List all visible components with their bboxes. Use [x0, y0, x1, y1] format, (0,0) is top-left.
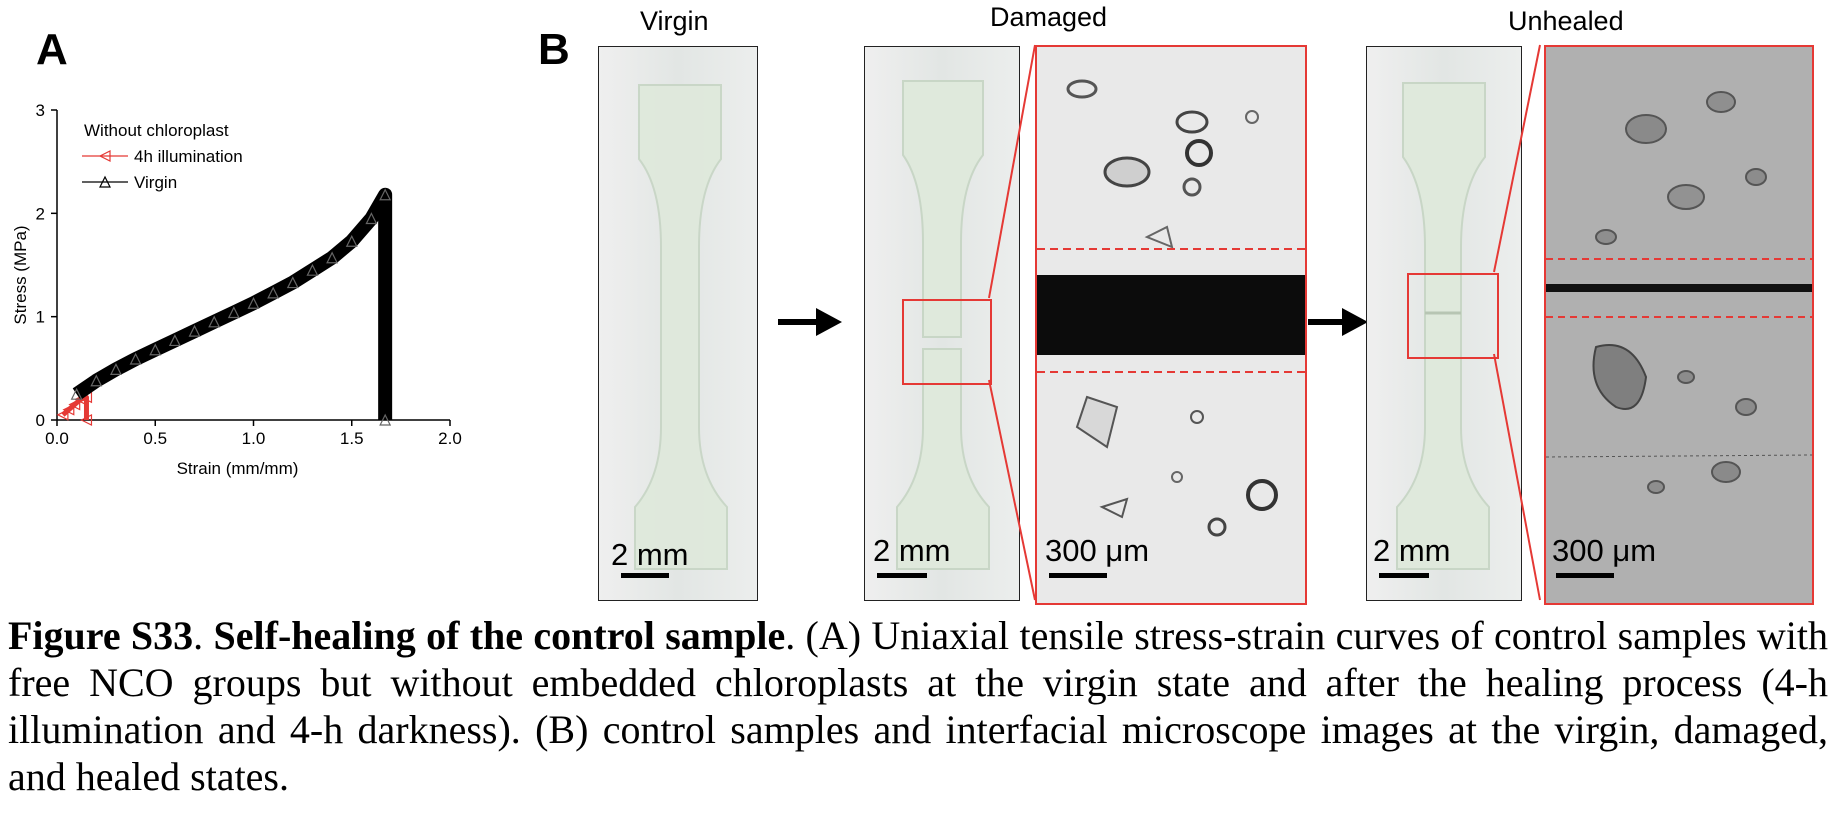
y-tick-label: 2: [36, 204, 45, 223]
data-point: [345, 234, 358, 247]
unhealed-zoom-box: [1407, 273, 1499, 359]
chart-marks: [56, 187, 393, 426]
data-point: [306, 263, 319, 276]
legend-marker: [98, 150, 111, 162]
damaged-zoom-lines: [988, 44, 1036, 601]
y-tick-label: 1: [36, 308, 45, 327]
damaged-micro-scale-label: 300 μm: [1045, 533, 1150, 568]
caption-label: Figure S33: [8, 613, 194, 658]
virgin-specimen-shape: [634, 84, 728, 570]
x-tick-label: 1.0: [242, 429, 266, 448]
x-axis-label: Strain (mm/mm): [177, 459, 299, 478]
caption-separator: .: [193, 613, 214, 658]
unhealed-specimen-shape: [1396, 82, 1490, 570]
unhealed-micrograph: 300 μm: [1544, 45, 1814, 605]
unhealed-scale-label: 2 mm: [1373, 533, 1451, 568]
data-point: [188, 324, 201, 337]
series-line-virgin: [72, 187, 393, 420]
legend-marker: [99, 175, 111, 188]
y-tick-label: 0: [36, 411, 45, 430]
data-point: [247, 296, 260, 309]
legend-label: Virgin: [134, 173, 177, 192]
virgin-scale-label: 2 mm: [611, 537, 689, 572]
arrow-virgin-to-damaged-icon: [778, 308, 842, 336]
virgin-specimen-photo: 2 mm: [598, 46, 758, 601]
data-point: [149, 343, 162, 356]
damaged-scale-label: 2 mm: [873, 533, 951, 568]
stress-strain-chart: 0.0 0.5 1.0 1.5 2.0 0 1 2 3 Strain (mm/mm) Stress …: [11, 101, 462, 478]
damaged-micro-scale-bar: [1049, 573, 1107, 578]
data-point: [267, 286, 280, 299]
data-point: [286, 276, 299, 289]
x-tick-label: 0.0: [45, 429, 69, 448]
title-damaged: Damaged: [990, 2, 1108, 32]
unhealed-zoom-lines: [1493, 44, 1541, 601]
arrow-damaged-to-unhealed-icon: [1308, 308, 1368, 336]
unhealed-specimen-photo: 2 mm: [1366, 46, 1522, 601]
data-point: [129, 352, 142, 365]
y-axis-label: Stress (MPa): [11, 225, 30, 324]
data-point: [56, 408, 69, 421]
data-point: [168, 334, 181, 347]
data-point: [70, 387, 83, 400]
x-tick-label: 2.0: [438, 429, 462, 448]
damaged-micrograph-image: [1037, 79, 1305, 537]
chart-axes: 0.0 0.5 1.0 1.5 2.0 0 1 2 3 Strain (mm/mm) Stress …: [11, 101, 462, 478]
unhealed-micro-scale-label: 300 μm: [1552, 533, 1657, 568]
caption-body: . (A) Uniaxial tensile stress-strain cur…: [8, 613, 1828, 799]
data-point: [365, 212, 378, 225]
data-point: [90, 374, 103, 387]
data-point: [326, 251, 339, 264]
damaged-scale-bar: [877, 573, 927, 578]
data-point: [109, 363, 122, 375]
legend-title: Without chloroplast: [84, 121, 229, 140]
caption-title: Self-healing of the control sample: [213, 613, 786, 658]
panel-a-label: A: [36, 25, 68, 74]
damaged-specimen-photo: 2 mm: [864, 46, 1020, 601]
data-point: [68, 398, 81, 411]
damaged-zoom-box: [902, 299, 992, 385]
damaged-specimen-shape: [896, 80, 990, 570]
x-tick-label: 1.5: [340, 429, 364, 448]
data-point: [379, 188, 392, 201]
data-point: [379, 413, 392, 426]
unhealed-micrograph-image: [1546, 47, 1812, 603]
virgin-scale-bar: [621, 573, 669, 578]
damaged-micrograph: 300 μm: [1035, 45, 1307, 605]
figure-caption: Figure S33. Self-healing of the control …: [8, 612, 1828, 800]
legend-label: 4h illumination: [134, 147, 243, 166]
title-unhealed: Unhealed: [1508, 6, 1624, 36]
data-point: [62, 403, 75, 416]
data-point: [80, 414, 93, 426]
x-tick-label: 0.5: [143, 429, 167, 448]
title-virgin: Virgin: [640, 6, 709, 36]
data-point: [227, 306, 240, 319]
unhealed-scale-bar: [1379, 573, 1429, 578]
chart-legend: Without chloroplast 4h illumination Virgin: [82, 121, 243, 192]
panel-b-label: B: [538, 25, 570, 74]
data-point: [208, 315, 221, 328]
unhealed-micro-scale-bar: [1556, 573, 1614, 578]
y-tick-label: 3: [36, 101, 45, 120]
